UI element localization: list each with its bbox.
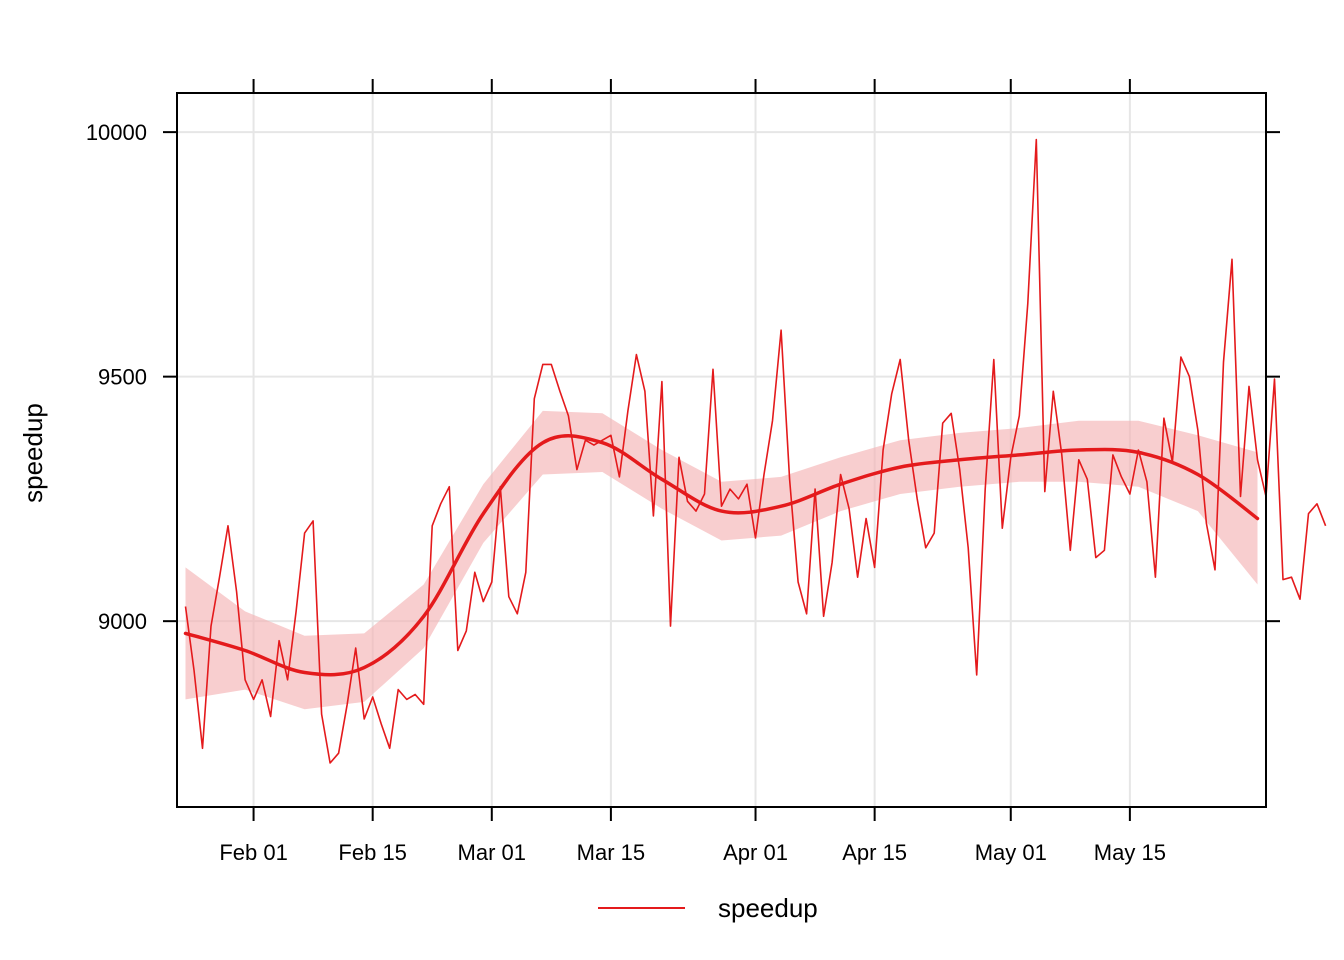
confidence-band-layer [185, 410, 1258, 710]
smooth-trend-layer [183, 434, 1260, 677]
confidence-band [185, 410, 1258, 710]
legend: speedup [598, 893, 818, 923]
x-tick-label: Mar 01 [458, 840, 526, 865]
y-axis-title: speedup [18, 403, 48, 503]
series-layer [184, 138, 1327, 764]
x-tick-label: May 15 [1094, 840, 1166, 865]
x-tick-label: Apr 01 [723, 840, 788, 865]
y-axis-ticks: 9000 9500 10000 [86, 120, 1280, 634]
legend-label-speedup: speedup [718, 893, 818, 923]
x-axis-ticks: Feb 01 Feb 15 Mar 01 Mar 15 Apr 01 Apr 15 May … [219, 79, 1166, 865]
series-line-speedup [184, 138, 1327, 764]
y-tick-label: 9500 [98, 365, 147, 390]
x-tick-label: May 01 [975, 840, 1047, 865]
smooth-trend-line [183, 434, 1260, 677]
x-tick-label: Feb 01 [219, 840, 288, 865]
y-tick-label: 9000 [98, 609, 147, 634]
plot-frame [176, 92, 1267, 808]
x-tick-label: Feb 15 [338, 840, 407, 865]
y-tick-label: 10000 [86, 120, 147, 145]
x-tick-label: Apr 15 [842, 840, 907, 865]
x-tick-label: Mar 15 [577, 840, 645, 865]
